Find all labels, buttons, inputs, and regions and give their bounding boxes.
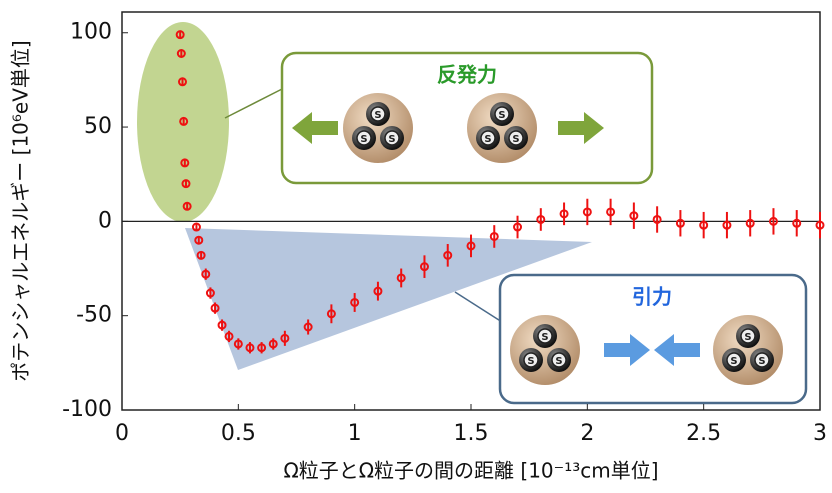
- x-tick-label: 0: [115, 421, 129, 446]
- chart: S S S S S S S S S S S S 反発力 引力 -100 -50 0 50 100 0 0.5 1 1.…: [0, 0, 832, 493]
- y-tick-label: 0: [98, 208, 112, 233]
- quark-label: S: [512, 134, 519, 145]
- y-tick-label: 100: [70, 20, 112, 45]
- y-axis-label: ポテンシャルエネルギー [10⁶eV単位]: [9, 40, 33, 381]
- annotation: 引力: [632, 285, 672, 309]
- quark-label: S: [744, 332, 751, 343]
- quark-label: S: [730, 356, 737, 367]
- quark-label: S: [374, 110, 381, 121]
- x-tick-label: 3: [813, 421, 827, 446]
- quark-label: S: [498, 110, 505, 121]
- x-axis-label: Ω粒子とΩ粒子の間の距離 [10⁻¹³cm単位]: [283, 459, 658, 483]
- y-tick-label: 50: [84, 114, 112, 139]
- quark-label: S: [484, 134, 491, 145]
- quark-label: S: [555, 356, 562, 367]
- x-tick-label: 1: [348, 421, 362, 446]
- quark-label: S: [527, 356, 534, 367]
- quark-label: S: [541, 332, 548, 343]
- quark-label: S: [388, 134, 395, 145]
- x-tick-label: 1.5: [454, 421, 489, 446]
- x-tick-label: 2.5: [686, 421, 721, 446]
- x-tick-label: 2: [580, 421, 594, 446]
- x-tick-label: 0.5: [221, 421, 256, 446]
- y-tick-label: -100: [62, 397, 112, 422]
- annotation: 反発力: [437, 63, 497, 87]
- quark-label: S: [360, 134, 367, 145]
- y-tick-label: -50: [76, 303, 112, 328]
- quark-label: S: [758, 356, 765, 367]
